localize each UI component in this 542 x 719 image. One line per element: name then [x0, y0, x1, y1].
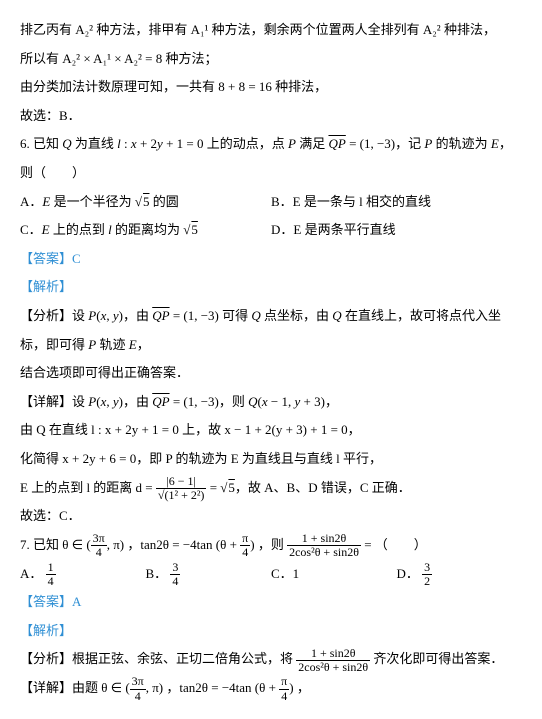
q7-a-num: 1: [46, 561, 56, 575]
q7-det-arg-num: π: [279, 675, 289, 689]
q7-fenxi-b: 齐次化即可得出答案．: [373, 651, 503, 666]
q7-d-label: D．: [397, 566, 419, 581]
q6-d4a: E 上的点到 l 的距离 d =: [20, 480, 156, 495]
q6-d4-den: √(1² + 2²): [156, 489, 207, 502]
q7-bigfrac: 1 + sin2θ 2cos²θ + sin2θ: [287, 532, 361, 559]
q7-b-den: 4: [170, 575, 180, 588]
q6-detail1: 【详解】设 P(x, y)，由 QP = (1, −3)，则 Q(x − 1, …: [20, 388, 522, 417]
q7-det-int-den: 4: [130, 690, 146, 703]
q7-options: A． 14 B． 34 C．1 D． 32: [20, 560, 522, 589]
q6-answer: 【答案】C: [20, 245, 522, 274]
q7-arg-den: 4: [240, 546, 250, 559]
q7-c: ，则: [258, 537, 287, 552]
q6-opt-c: C．E 上的点到 l 的距离均为 √5: [20, 216, 271, 245]
q6-fenxi2: 结合选项即可得出正确答案．: [20, 359, 522, 388]
q7-stem: 7. 已知 θ ∈ (3π4, π) ，tan2θ = −4tan (θ + π…: [20, 531, 522, 560]
q7-big-num: 1 + sin2θ: [287, 532, 361, 546]
q7-opt-b: B． 34: [146, 560, 272, 589]
q7-det-b: ，tan2θ = −4tan: [166, 680, 251, 695]
q7-d-num: 3: [422, 561, 432, 575]
q6-stem: 6. 已知 Q 为直线 l : x + 2y + 1 = 0 上的动点，点 P …: [20, 130, 522, 187]
q7-opt-c: C．1: [271, 560, 397, 589]
q7-big-den: 2cos²θ + sin2θ: [287, 546, 361, 559]
q6-opt-b: B．E 是一条与 l 相交的直线: [271, 188, 522, 217]
para-1: 排乙丙有 A₂² 种方法，排甲有 A₁¹ 种方法，剩余两个位置两人全排列有 A₂…: [20, 16, 522, 45]
q7-fenxi-a: 【分析】根据正弦、余弦、正切二倍角公式，将: [20, 651, 296, 666]
q7-d: = （ ）: [364, 537, 427, 552]
q6-fenxi: 【分析】设 P(x, y)，由 QP = (1, −3) 可得 Q 点坐标，由 …: [20, 302, 522, 359]
q7-b-num: 3: [170, 561, 180, 575]
q6-d4-frac: |6 − 1| √(1² + 2²): [156, 475, 207, 502]
q7-det-c: ，: [297, 680, 310, 695]
q6-opt-a: A．E 是一个半径为 √5 的圆: [20, 188, 271, 217]
q7-a: 7. 已知 θ ∈: [20, 537, 86, 552]
q7-opt-a: A． 14: [20, 560, 146, 589]
q7-arg-num: π: [240, 532, 250, 546]
q7-a-label: A．: [20, 566, 42, 581]
q6-stem-text: 6. 已知 Q 为直线 l : x + 2y + 1 = 0 上的动点，点 P …: [20, 136, 512, 180]
q7-det-interval: (3π4, π): [125, 680, 163, 695]
q7-opt-d: D． 32: [397, 560, 523, 589]
q7-a-den: 4: [46, 575, 56, 588]
q7-fenxi-frac: 1 + sin2θ 2cos²θ + sin2θ: [296, 647, 370, 674]
q7-detail: 【详解】由题 θ ∈ (3π4, π) ，tan2θ = −4tan (θ + …: [20, 674, 522, 703]
q6-jiexi: 【解析】: [20, 273, 522, 302]
q6-opt-d: D．E 是两条平行直线: [271, 216, 522, 245]
q7-answer: 【答案】A: [20, 588, 522, 617]
para-3: 由分类加法计数原理可知，一共有 8 + 8 = 16 种排法，: [20, 73, 522, 102]
q7-d-den: 2: [422, 575, 432, 588]
para-2: 所以有 A₂² × A₁¹ × A₂² = 8 种方法；: [20, 45, 522, 74]
q7-det-a: 【详解】由题 θ ∈: [20, 680, 125, 695]
q7-det-arg: (θ + π4): [255, 680, 294, 695]
q7-arg: (θ + π4): [216, 537, 255, 552]
q7-interval: (3π4, π): [86, 537, 124, 552]
q7-fenxi-num: 1 + sin2θ: [296, 647, 370, 661]
q6-options: A．E 是一个半径为 √5 的圆 B．E 是一条与 l 相交的直线 C．E 上的…: [20, 188, 522, 245]
q7-fenxi: 【分析】根据正弦、余弦、正切二倍角公式，将 1 + sin2θ 2cos²θ +…: [20, 645, 522, 674]
q7-det-arg-den: 4: [279, 690, 289, 703]
q7-int-num: 3π: [91, 532, 107, 546]
q6-detail2: 由 Q 在直线 l : x + 2y + 1 = 0 上，故 x − 1 + 2…: [20, 416, 522, 445]
q6-detail4: E 上的点到 l 的距离 d = |6 − 1| √(1² + 2²) = √5…: [20, 474, 522, 503]
q7-jiexi: 【解析】: [20, 617, 522, 646]
q6-detail3: 化简得 x + 2y + 6 = 0，即 P 的轨迹为 E 为直线且与直线 l …: [20, 445, 522, 474]
q6-d4-num: |6 − 1|: [156, 475, 207, 489]
q7-b: ，tan2θ = −4tan: [127, 537, 212, 552]
q7-fenxi-den: 2cos²θ + sin2θ: [296, 661, 370, 674]
q6-end: 故选：C．: [20, 502, 522, 531]
q7-int-den: 4: [91, 546, 107, 559]
para-4: 故选：B．: [20, 102, 522, 131]
q6-d4b: = √5，故 A、B、D 错误，C 正确．: [210, 480, 411, 495]
q7-det-int-num: 3π: [130, 675, 146, 689]
q7-b-label: B．: [146, 566, 168, 581]
